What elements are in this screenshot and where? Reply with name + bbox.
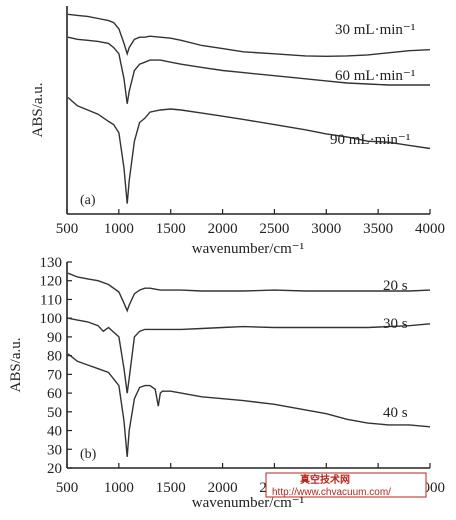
series-label-40-s: 40 s (383, 405, 408, 421)
series-label-90-ml-min: 90 mL·min⁻¹ (330, 132, 410, 148)
watermark-title: 真空技术网 (300, 473, 350, 486)
series-label-30-ml-min: 30 mL·min⁻¹ (335, 22, 415, 38)
panel-a-x-label: wavenumber/cm⁻¹ (192, 241, 304, 257)
x-tick-label-2500: 2500 (259, 221, 289, 237)
panel-b-y-label: ABS/a.u. (8, 337, 24, 392)
series-line-40-s (67, 353, 431, 457)
y-tick-label-100: 100 (40, 311, 63, 327)
y-tick-label-60: 60 (47, 386, 62, 402)
panel-a-label: (a) (80, 193, 96, 208)
watermark: 真空技术网 http://www.chvacuum.com/ (265, 472, 427, 498)
y-tick-label-130: 130 (40, 255, 63, 271)
x-tick-label-3500: 3500 (363, 221, 393, 237)
y-tick-label-20: 20 (47, 461, 62, 477)
series-line-30-s (67, 317, 431, 394)
watermark-box (265, 472, 427, 498)
x-tick-label-3000: 3000 (311, 221, 341, 237)
y-tick-label-80: 80 (47, 349, 62, 365)
y-tick-label-90: 90 (47, 330, 62, 346)
x-tick-label-500: 500 (56, 480, 79, 496)
watermark-url: http://www.chvacuum.com/ (272, 487, 391, 498)
y-tick-label-70: 70 (47, 367, 62, 383)
x-tick-label-1000: 1000 (104, 480, 134, 496)
y-tick-label-110: 110 (40, 292, 62, 308)
x-tick-label-1000: 1000 (104, 221, 134, 237)
series-line-60-ml-min (67, 36, 430, 104)
panel-b-x-label: wavenumber/cm⁻¹ (192, 495, 304, 511)
series-line-30-ml-min (67, 13, 431, 58)
panel-b-y-ticks: 20 30 40 50 60 70 80 90 100 110 120 130 (40, 255, 72, 477)
panel-a-x-ticks: 500 1000 1500 2000 2500 3000 3500 4000 (56, 209, 445, 237)
x-tick-label-1500: 1500 (156, 221, 186, 237)
y-tick-label-30: 30 (47, 442, 62, 458)
y-tick-label-40: 40 (47, 424, 62, 440)
panel-a-y-label: ABS/a.u. (30, 82, 46, 137)
series-line-20-s (67, 272, 431, 313)
series-label-30-s: 30 s (383, 316, 408, 332)
x-tick-label-1500: 1500 (156, 480, 186, 496)
panel-b-curves (67, 272, 431, 457)
series-label-60-ml-min: 60 mL·min⁻¹ (335, 68, 415, 84)
x-tick-label-2000: 2000 (208, 480, 238, 496)
panel-a-curves (67, 13, 431, 204)
x-tick-label-500: 500 (56, 221, 79, 237)
x-tick-label-2000: 2000 (208, 221, 238, 237)
series-label-20-s: 20 s (383, 278, 408, 294)
series-line-90-ml-min (67, 96, 431, 204)
x-tick-label-4000: 4000 (415, 221, 445, 237)
panel-b-label: (b) (80, 447, 97, 462)
panel-a: 500 1000 1500 2000 2500 3000 3500 4000 wavenumb… (30, 6, 445, 257)
y-tick-label-120: 120 (40, 274, 63, 290)
y-tick-label-50: 50 (47, 405, 62, 421)
